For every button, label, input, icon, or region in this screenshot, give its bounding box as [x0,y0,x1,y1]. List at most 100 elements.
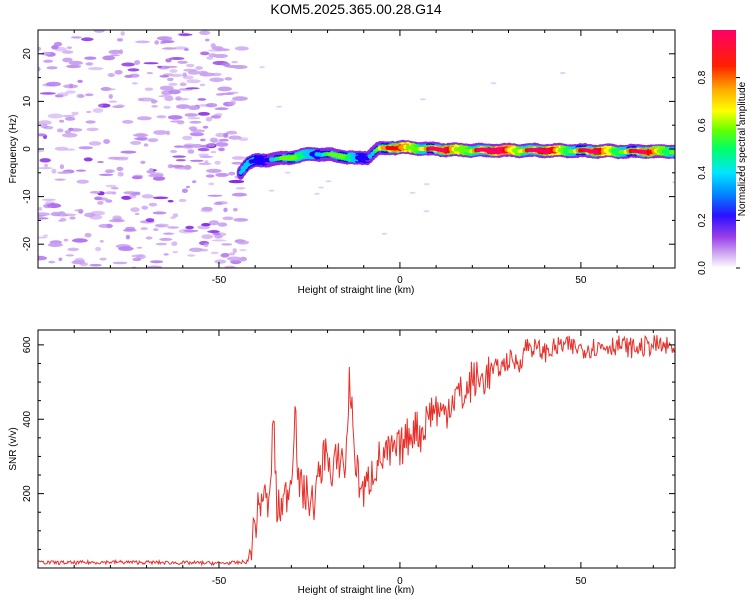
snr-axes: -50 0 50 200 400 600 [22,330,675,587]
noise-speckle [187,254,196,257]
noise-speckle [172,155,186,158]
noise-speckle [68,60,83,66]
noise-speckle [206,143,216,147]
spectrogram-panel: -50 0 50 -20 -10 0 10 20 Height of straight lin… [8,29,676,296]
noise-speckle [89,214,103,220]
snr-series-line [38,334,675,567]
noise-speckle [110,187,119,190]
noise-speckle [170,150,178,153]
ridge-cell [241,167,246,172]
noise-speckle [134,212,140,216]
noise-speckle [65,90,76,94]
noise-speckle [38,236,48,239]
noise-speckle [205,38,210,42]
noise-speckle [200,248,209,252]
noise-speckle [90,210,105,216]
noise-speckle [98,173,114,176]
noise-speckle [140,160,146,164]
noise-speckle [66,64,82,69]
noise-speckle [121,62,135,67]
noise-speckle [127,68,140,72]
noise-speckle [490,82,497,85]
noise-speckle [78,146,94,150]
noise-speckle [62,50,74,54]
snr-ylabel: SNR (v/v) [8,427,19,470]
noise-speckle [152,196,169,200]
snr-xtick-label: 50 [575,576,587,587]
noise-speckle [218,138,229,142]
noise-speckle [178,198,187,203]
noise-speckle [122,120,134,124]
noise-speckle [58,219,64,222]
noise-speckle [215,48,230,52]
spectrogram-image [38,30,675,268]
noise-speckle [276,105,283,108]
noise-speckle [208,53,217,58]
noise-speckle [65,254,75,257]
noise-speckle [154,40,159,45]
ridge-cell [671,150,675,155]
noise-speckle [85,62,94,66]
noise-speckle [268,189,275,192]
noise-speckle [217,222,228,227]
noise-speckle [173,145,184,148]
noise-speckle [203,243,209,248]
colorbar-tick-label: 0.8 [697,70,708,84]
noise-speckle [83,157,93,162]
snr-panel: -50 0 50 200 400 600 Height of straight line … [8,329,676,596]
noise-speckle [409,191,416,194]
noise-speckle [103,139,110,144]
spec-xtick-label: 50 [575,275,587,286]
noise-speckle [132,174,144,178]
noise-speckle [75,169,87,172]
colorbar-tick-label: 0.0 [697,261,708,275]
noise-speckle [159,75,170,78]
noise-speckle [229,252,235,256]
noise-speckle [47,113,64,119]
noise-speckle [72,238,88,243]
noise-speckle [44,163,49,168]
colorbar-tick-label: 0.6 [697,118,708,132]
noise-speckle [199,83,206,87]
spec-ytick-label: 20 [22,48,33,60]
noise-speckle [166,37,172,41]
noise-speckle [89,263,102,267]
noise-speckle [130,140,142,145]
noise-speckle [170,216,176,220]
noise-speckle [223,132,229,138]
noise-speckle [97,201,104,205]
noise-speckle [205,116,213,122]
noise-speckle [232,96,248,101]
noise-speckle [188,247,204,252]
noise-speckle [208,220,219,226]
noise-speckle [157,65,162,68]
noise-speckle [163,253,169,256]
noise-speckle [136,116,152,121]
noise-speckle [107,156,121,160]
noise-speckle [186,79,201,84]
ridge-cell [238,170,243,175]
noise-speckle [38,66,41,72]
noise-speckle [217,86,232,92]
noise-speckle [177,60,188,64]
noise-speckle [110,54,120,57]
noise-speckle [131,82,138,85]
noise-speckle [84,232,92,238]
noise-speckle [148,202,158,207]
colorbar-gradient [712,30,736,268]
noise-speckle [423,183,430,186]
noise-speckle [197,98,207,101]
noise-speckle [117,171,124,177]
noise-speckle [54,178,66,181]
noise-speckle [147,265,162,268]
noise-speckle [38,133,46,137]
noise-speckle [136,246,143,249]
noise-speckle [69,83,74,89]
noise-speckle [227,256,242,262]
noise-speckle [160,40,175,44]
colorbar-label: Normalized spectral amplitude [737,81,748,216]
noise-speckle [205,103,218,108]
noise-speckle [62,114,75,118]
noise-speckle [84,56,97,60]
